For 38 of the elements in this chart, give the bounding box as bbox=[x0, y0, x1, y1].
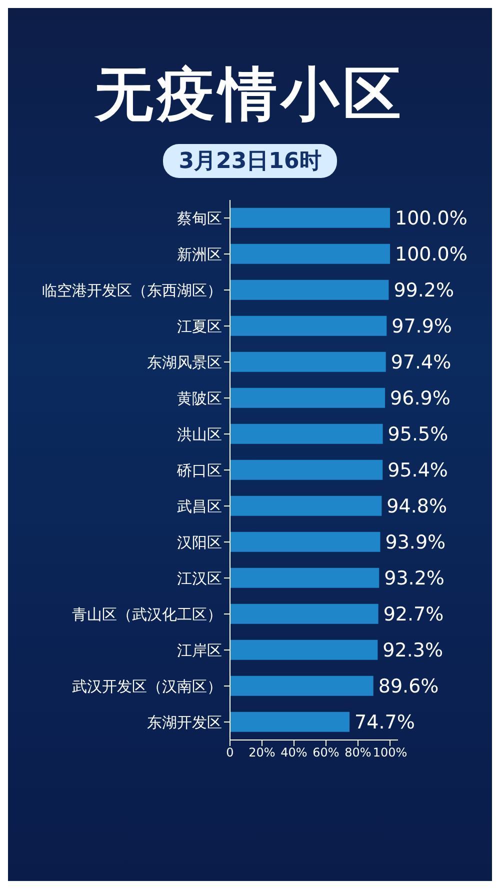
y-tick-label: 武汉开发区（汉南区） bbox=[72, 677, 222, 696]
data-label: 89.6% bbox=[378, 676, 439, 698]
y-tick-label: 江岸区 bbox=[177, 641, 222, 660]
data-label: 96.9% bbox=[390, 388, 450, 410]
data-label: 97.4% bbox=[390, 352, 452, 374]
data-label: 93.2% bbox=[384, 568, 444, 590]
x-tick-label: 80% bbox=[344, 746, 372, 760]
x-tick-label: 0 bbox=[226, 746, 234, 760]
y-tick-label: 洪山区 bbox=[177, 425, 222, 444]
data-label: 93.9% bbox=[385, 532, 446, 554]
x-tick-label: 20% bbox=[248, 746, 276, 760]
data-label: 92.7% bbox=[383, 604, 444, 626]
data-label: 74.7% bbox=[354, 712, 415, 734]
y-tick-label: 汉阳区 bbox=[177, 533, 222, 552]
x-tick-label: 100% bbox=[372, 746, 408, 760]
y-tick-label: 青山区（武汉化工区） bbox=[72, 605, 222, 624]
y-tick-label: 蔡甸区 bbox=[177, 209, 222, 228]
data-label: 95.4% bbox=[388, 460, 448, 482]
x-tick-label: 40% bbox=[280, 746, 308, 760]
chart-subtitle: 3月23日16时 bbox=[162, 144, 338, 178]
y-tick-label: 江夏区 bbox=[177, 317, 222, 336]
y-tick-label: 黄陂区 bbox=[177, 389, 222, 408]
data-label: 100.0% bbox=[395, 244, 468, 266]
y-tick-label: 东湖开发区 bbox=[147, 713, 222, 732]
y-tick-label: 江汉区 bbox=[177, 569, 222, 588]
data-label: 100.0% bbox=[395, 208, 468, 230]
y-tick-label: 东湖风景区 bbox=[147, 353, 222, 372]
x-tick-label: 60% bbox=[312, 746, 340, 760]
data-label: 94.8% bbox=[386, 496, 448, 518]
data-label: 97.9% bbox=[392, 316, 452, 338]
data-label: 99.2% bbox=[394, 280, 454, 302]
data-label: 92.3% bbox=[382, 640, 444, 662]
y-tick-label: 武昌区 bbox=[177, 497, 222, 516]
data-label: 95.5% bbox=[388, 424, 448, 446]
chart-title: 无疫情小区 bbox=[93, 59, 406, 130]
y-tick-label: 临空港开发区（东西湖区） bbox=[42, 281, 222, 300]
y-tick-label: 新洲区 bbox=[177, 245, 222, 264]
y-tick-label: 硚口区 bbox=[176, 461, 222, 480]
